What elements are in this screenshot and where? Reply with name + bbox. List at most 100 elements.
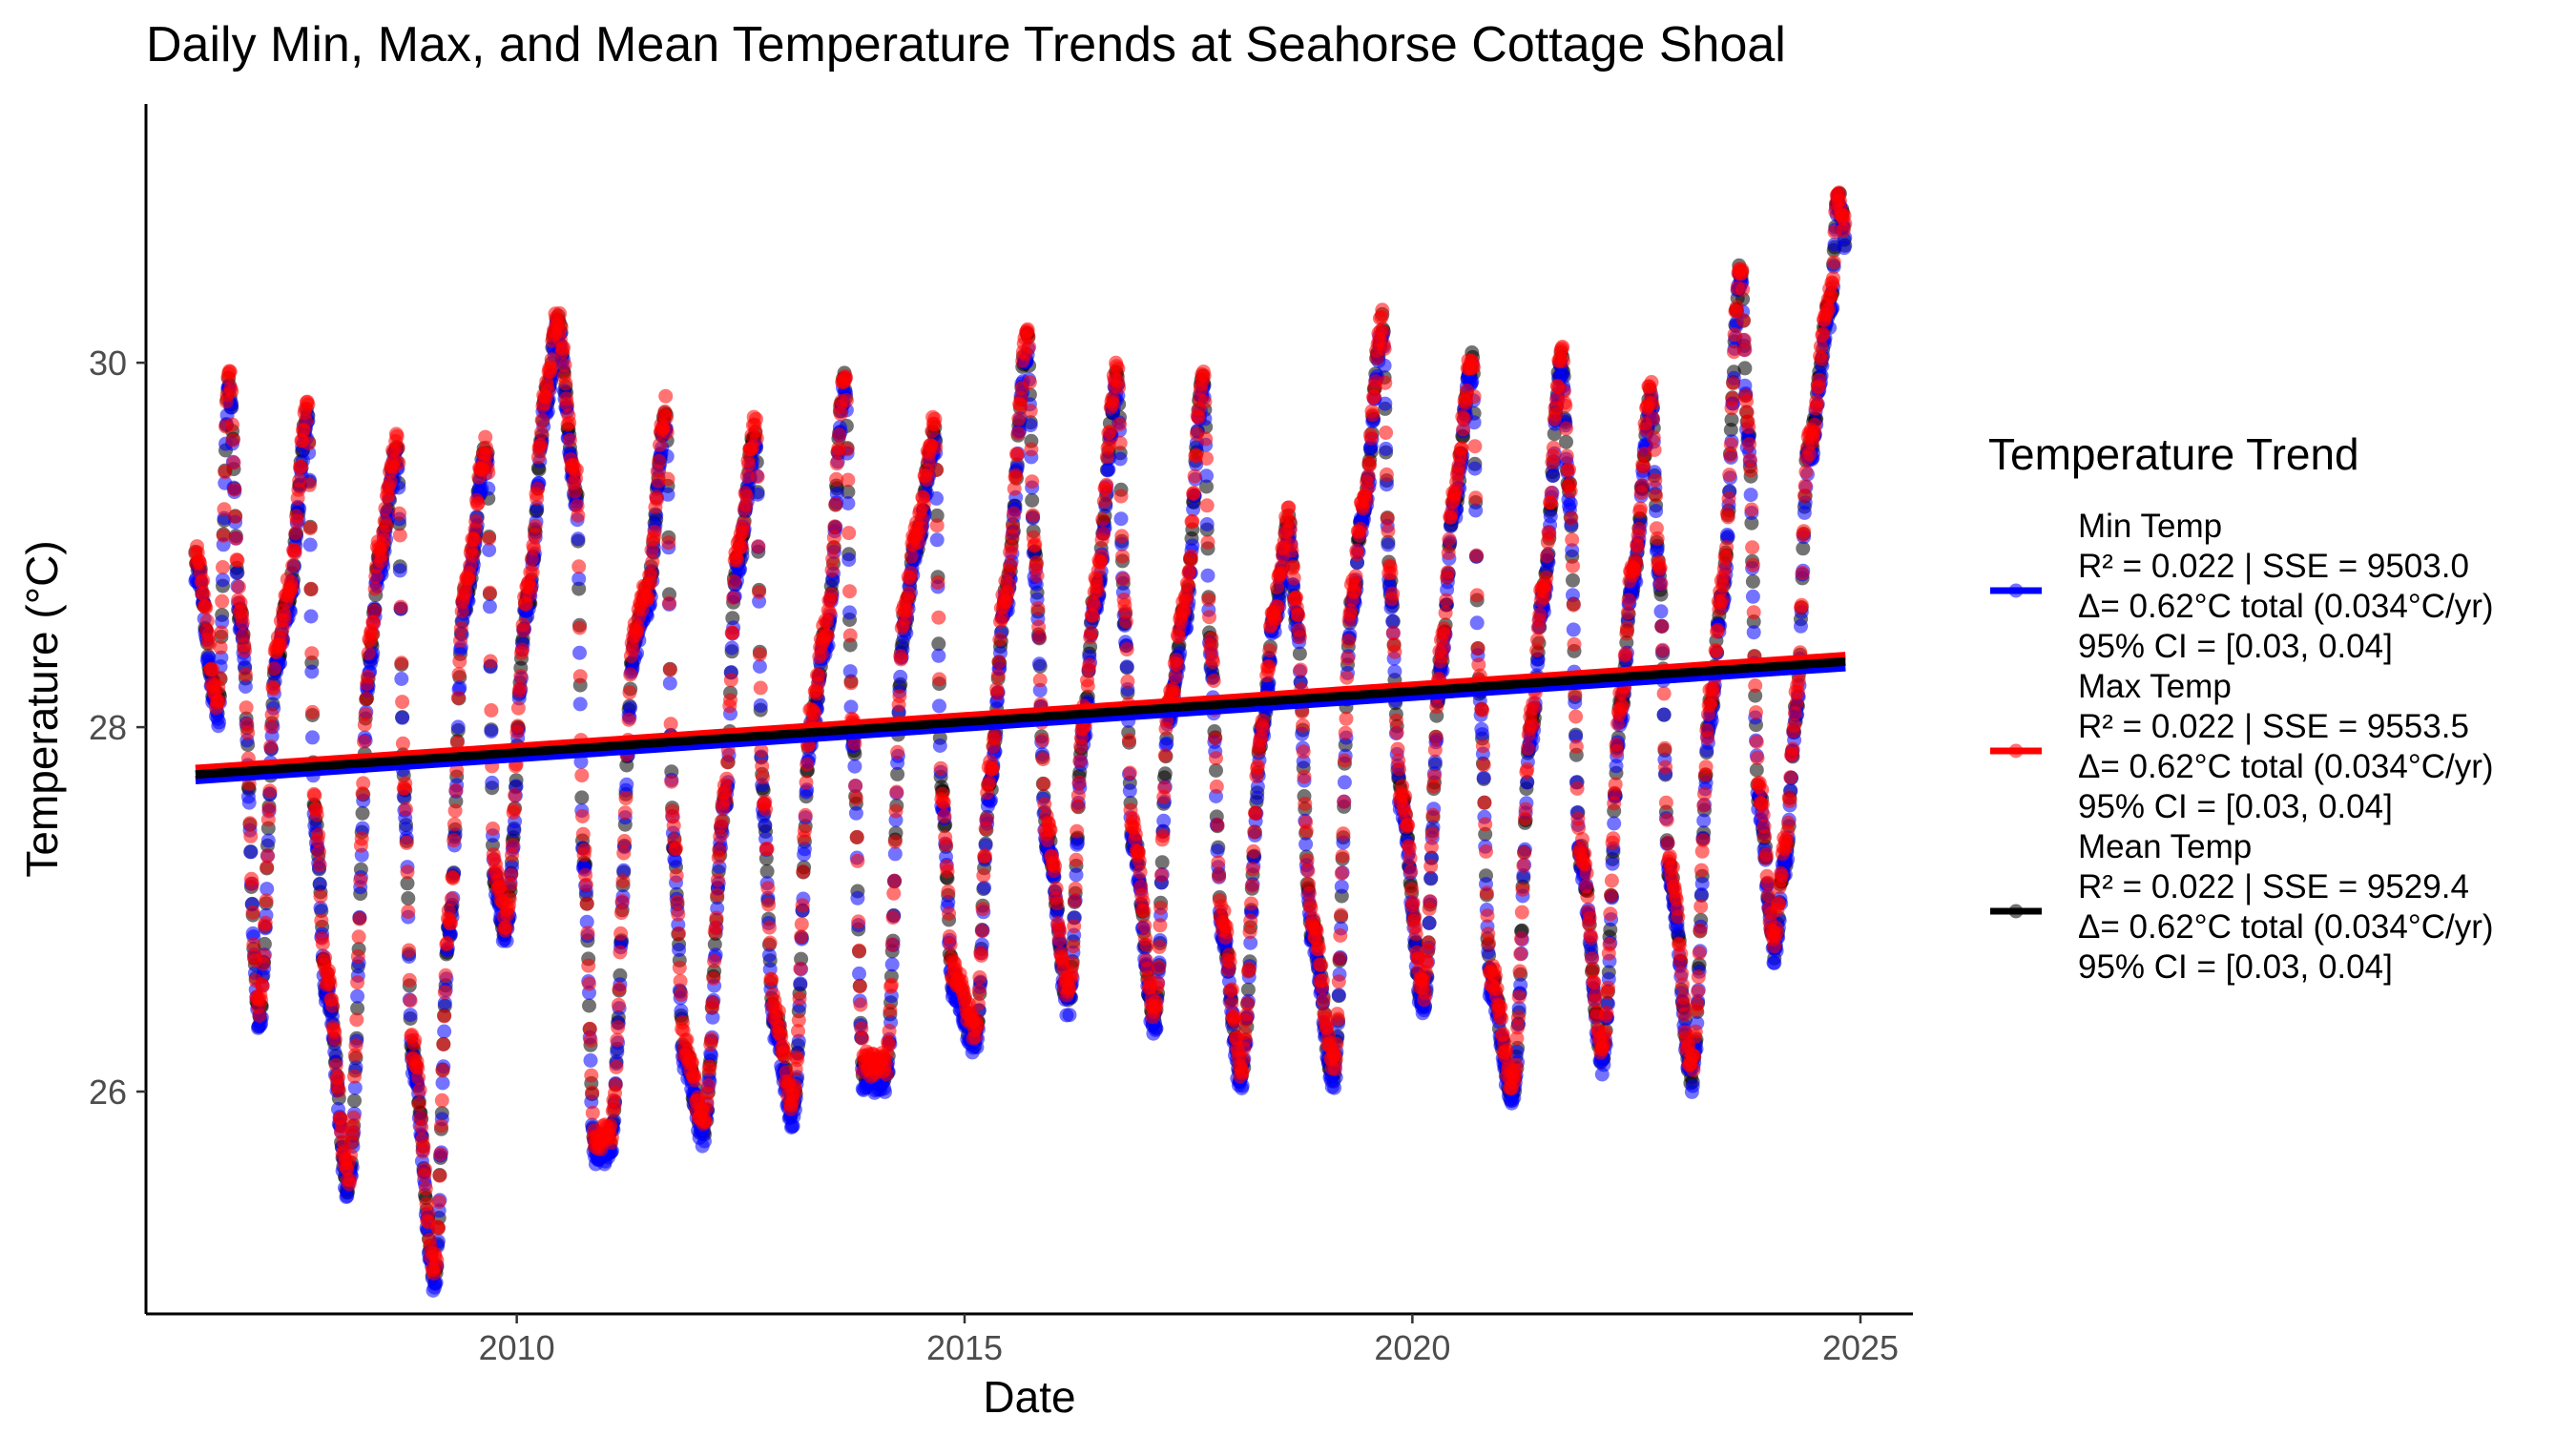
data-point bbox=[932, 739, 947, 753]
data-point bbox=[1794, 618, 1808, 634]
data-point bbox=[358, 706, 373, 721]
data-point bbox=[510, 700, 526, 716]
data-point bbox=[1566, 622, 1581, 637]
data-point bbox=[430, 1220, 446, 1236]
data-point bbox=[1720, 529, 1735, 544]
data-point bbox=[440, 935, 455, 950]
data-point bbox=[364, 627, 380, 642]
data-point bbox=[403, 993, 418, 1009]
data-point bbox=[447, 833, 462, 848]
data-point bbox=[402, 972, 417, 988]
data-point bbox=[392, 528, 407, 543]
data-point bbox=[1113, 511, 1129, 527]
data-point bbox=[1379, 477, 1394, 492]
data-point bbox=[527, 541, 542, 556]
data-point bbox=[662, 676, 677, 691]
data-point bbox=[225, 417, 239, 432]
data-point bbox=[533, 426, 549, 441]
data-point bbox=[482, 599, 497, 614]
data-point bbox=[354, 831, 369, 846]
data-point bbox=[383, 474, 398, 489]
data-point bbox=[401, 904, 416, 919]
data-point bbox=[198, 600, 214, 615]
data-point bbox=[1605, 856, 1620, 871]
data-point bbox=[348, 1038, 364, 1053]
points-layer bbox=[188, 185, 1853, 1298]
data-point bbox=[1543, 509, 1558, 524]
data-point bbox=[797, 842, 812, 857]
data-point bbox=[299, 414, 314, 429]
data-point bbox=[437, 985, 452, 1000]
data-point bbox=[228, 531, 243, 546]
data-point bbox=[331, 1083, 346, 1098]
data-point bbox=[1685, 1078, 1700, 1093]
data-point bbox=[216, 528, 231, 543]
data-point bbox=[887, 846, 903, 862]
data-point bbox=[324, 1009, 340, 1024]
data-point bbox=[750, 487, 765, 502]
data-point bbox=[238, 643, 253, 658]
data-point bbox=[304, 646, 320, 661]
data-point bbox=[1475, 727, 1490, 742]
data-point bbox=[263, 719, 279, 735]
data-point bbox=[411, 1070, 426, 1085]
data-point bbox=[444, 891, 459, 906]
data-point bbox=[482, 531, 497, 546]
data-point bbox=[572, 645, 587, 660]
data-point bbox=[215, 593, 230, 609]
data-point bbox=[350, 975, 365, 990]
data-point bbox=[530, 481, 545, 496]
data-point bbox=[243, 844, 259, 860]
data-point bbox=[327, 1031, 343, 1047]
data-point bbox=[660, 487, 675, 502]
data-point bbox=[312, 857, 327, 872]
data-point bbox=[668, 854, 683, 869]
data-point bbox=[574, 790, 590, 805]
data-point bbox=[303, 609, 319, 624]
data-point bbox=[514, 642, 530, 657]
data-point bbox=[1565, 543, 1580, 558]
data-point bbox=[302, 521, 318, 536]
data-point bbox=[239, 700, 254, 716]
data-point bbox=[1031, 656, 1047, 672]
data-point bbox=[285, 558, 301, 573]
data-point bbox=[571, 572, 587, 587]
data-point bbox=[507, 802, 522, 817]
data-point bbox=[437, 995, 452, 1010]
data-point bbox=[287, 546, 302, 561]
data-point bbox=[313, 901, 328, 916]
data-point bbox=[1385, 614, 1401, 629]
data-point bbox=[482, 543, 497, 557]
data-point bbox=[1157, 766, 1173, 781]
data-point bbox=[304, 664, 320, 679]
data-point bbox=[352, 911, 367, 926]
data-point bbox=[350, 1001, 365, 1016]
data-point bbox=[468, 513, 484, 529]
data-point bbox=[841, 552, 857, 568]
data-point bbox=[977, 880, 992, 895]
data-point bbox=[1516, 868, 1531, 883]
data-point bbox=[528, 518, 543, 533]
data-point bbox=[841, 496, 856, 510]
data-point bbox=[1112, 451, 1128, 467]
data-point bbox=[1796, 541, 1811, 556]
data-point bbox=[312, 844, 326, 860]
data-point bbox=[453, 633, 467, 648]
data-point bbox=[230, 552, 245, 568]
data-point bbox=[231, 579, 246, 594]
data-point bbox=[289, 513, 304, 529]
data-point bbox=[1746, 625, 1761, 640]
data-point bbox=[481, 465, 496, 480]
data-point bbox=[394, 656, 409, 671]
data-point bbox=[246, 937, 261, 952]
data-point bbox=[1749, 762, 1764, 778]
data-point bbox=[309, 807, 324, 822]
data-point bbox=[356, 776, 371, 791]
data-point bbox=[429, 1253, 445, 1268]
data-point bbox=[843, 699, 859, 715]
data-point bbox=[263, 739, 279, 754]
data-point bbox=[226, 455, 241, 470]
data-point bbox=[1563, 496, 1578, 510]
data-point bbox=[453, 621, 468, 635]
